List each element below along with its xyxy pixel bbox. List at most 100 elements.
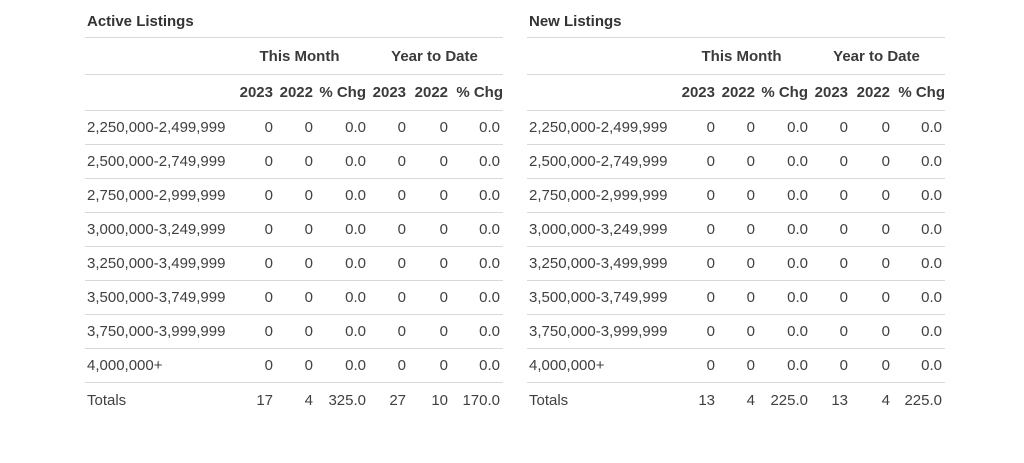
price-range-cell: 3,750,000-3,999,999 [527,314,675,349]
value-cell: 0 [366,212,407,247]
value-cell: 0 [366,246,407,281]
price-range-cell: 2,750,000-2,999,999 [527,178,675,213]
value-cell: 0 [715,280,755,315]
table-row: 3,000,000-3,249,999 0 0 0.0 0 0 0.0 [527,212,946,247]
value-cell: 0 [808,144,849,179]
value-cell: 0.0 [448,348,504,383]
value-cell: 0.0 [755,178,809,213]
value-cell: 0.0 [448,280,504,315]
column-header-2023: 2023 [233,74,273,111]
empty-header-cell [527,74,675,111]
price-range-cell: 3,500,000-3,749,999 [85,280,233,315]
table-row: 2,250,000-2,499,999 0 0 0.0 0 0 0.0 [527,110,946,145]
price-range-cell: 3,250,000-3,499,999 [85,246,233,281]
value-cell: 0 [406,280,449,315]
value-cell: 0 [233,212,273,247]
totals-value-cell: 4 [881,392,891,409]
table-row: 2,500,000-2,749,999 0 0 0.0 0 0 0.0 [527,144,946,179]
price-range-cell: 3,000,000-3,249,999 [527,212,675,247]
value-cell: 0 [273,178,313,213]
active-listings-table: This Month Year to Date 2023 2022 % Chg … [85,38,504,417]
value-cell: 0 [366,280,407,315]
value-cell: 0 [366,144,407,179]
table-row: 4,000,000+ 0 0 0.0 0 0 0.0 [85,348,504,383]
table-title-new-listings: New Listings [527,10,945,38]
column-header-pct-chg: % Chg [448,74,504,111]
value-cell: 0 [715,110,755,145]
value-cell: 0 [715,348,755,383]
column-header-2022: 2022 [273,74,313,111]
value-cell: 0 [273,280,313,315]
price-range-cell: 2,750,000-2,999,999 [85,178,233,213]
value-cell: 0.0 [755,110,809,145]
totals-value-cell: 170.0 [462,392,501,409]
value-cell: 0 [808,110,849,145]
column-header-2023: 2023 [675,74,715,111]
value-cell: 0 [233,314,273,349]
value-cell: 0.0 [313,212,367,247]
value-cell: 0 [675,212,715,247]
totals-value-cell: 10 [431,392,449,409]
price-range-cell: 3,250,000-3,499,999 [527,246,675,281]
value-cell: 0.0 [755,348,809,383]
table-row: 3,750,000-3,999,999 0 0 0.0 0 0 0.0 [85,314,504,349]
column-header-pct-chg: % Chg [890,74,946,111]
price-range-cell: 4,000,000+ [527,348,675,383]
value-cell: 0 [273,314,313,349]
active-listings-section: Active Listings This Month Year to Date … [85,10,504,417]
value-cell: 0 [406,144,449,179]
totals-label: Totals [529,392,569,409]
value-cell: 0 [675,110,715,145]
table-row: 3,250,000-3,499,999 0 0 0.0 0 0 0.0 [85,246,504,281]
group-header-row: This Month Year to Date [527,38,946,75]
value-cell: 0 [848,144,891,179]
totals-value-cell: 17 [256,392,273,409]
price-range-cell: 2,250,000-2,499,999 [85,110,233,145]
value-cell: 0.0 [313,314,367,349]
price-range-cell: 2,500,000-2,749,999 [85,144,233,179]
report-tables-container: Active Listings This Month Year to Date … [85,10,946,417]
column-header-row: 2023 2022 % Chg 2023 2022 % Chg [85,74,504,111]
value-cell: 0 [233,280,273,315]
value-cell: 0 [273,246,313,281]
value-cell: 0.0 [313,144,367,179]
value-cell: 0 [808,280,849,315]
value-cell: 0 [675,314,715,349]
value-cell: 0 [406,348,449,383]
table-row: 2,750,000-2,999,999 0 0 0.0 0 0 0.0 [527,178,946,213]
table-row: 2,250,000-2,499,999 0 0 0.0 0 0 0.0 [85,110,504,145]
value-cell: 0.0 [890,348,946,383]
table-row: 3,500,000-3,749,999 0 0 0.0 0 0 0.0 [527,280,946,315]
price-range-cell: 2,250,000-2,499,999 [527,110,675,145]
value-cell: 0 [848,246,891,281]
value-cell: 0 [406,178,449,213]
price-range-cell: 3,750,000-3,999,999 [85,314,233,349]
value-cell: 0 [715,314,755,349]
value-cell: 0 [675,246,715,281]
value-cell: 0 [366,314,407,349]
price-range-cell: 3,500,000-3,749,999 [527,280,675,315]
column-header-2023: 2023 [366,74,407,111]
group-header-row: This Month Year to Date [85,38,504,75]
totals-value-cell: 4 [746,392,755,409]
totals-value-cell: 27 [389,392,407,409]
value-cell: 0.0 [755,212,809,247]
price-range-cell: 2,500,000-2,749,999 [527,144,675,179]
value-cell: 0 [273,144,313,179]
value-cell: 0.0 [313,348,367,383]
value-cell: 0 [233,110,273,145]
value-cell: 0.0 [890,110,946,145]
value-cell: 0 [233,144,273,179]
table-row: 4,000,000+ 0 0 0.0 0 0 0.0 [527,348,946,383]
table-row: 3,500,000-3,749,999 0 0 0.0 0 0 0.0 [85,280,504,315]
value-cell: 0 [273,212,313,247]
empty-header-cell [527,38,675,75]
value-cell: 0 [808,178,849,213]
value-cell: 0 [406,314,449,349]
value-cell: 0 [406,110,449,145]
value-cell: 0.0 [890,280,946,315]
value-cell: 0.0 [448,144,504,179]
empty-header-cell [85,38,233,75]
price-range-cell: 4,000,000+ [85,348,233,383]
value-cell: 0.0 [313,246,367,281]
